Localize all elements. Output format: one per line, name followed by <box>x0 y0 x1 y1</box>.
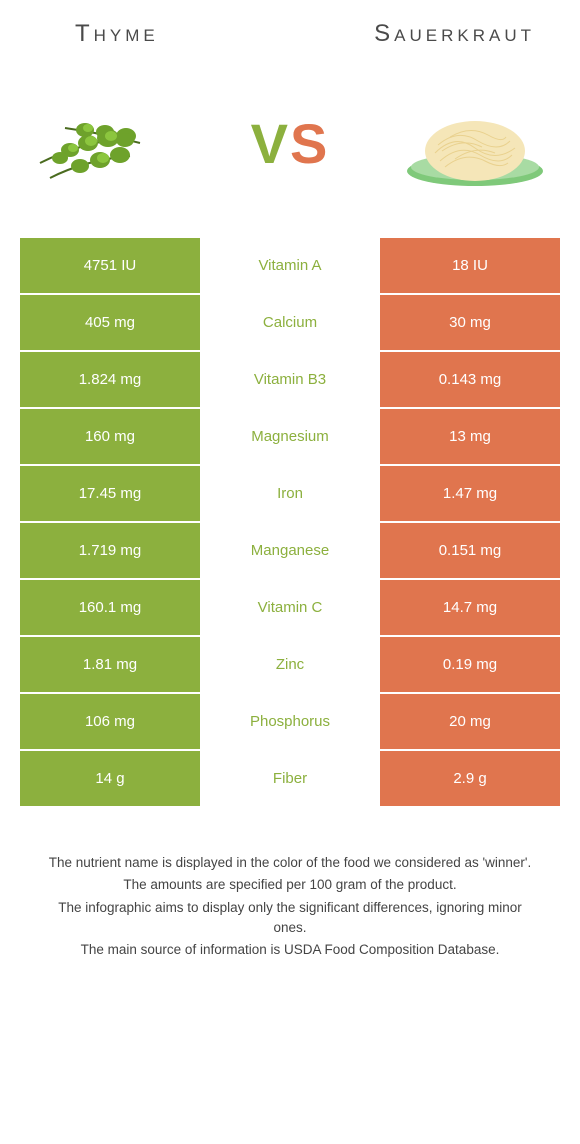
table-row: 1.81 mgZinc0.19 mg <box>20 637 560 694</box>
nutrient-left-value: 17.45 mg <box>20 466 200 521</box>
nutrient-right-value: 20 mg <box>380 694 560 749</box>
nutrient-name: Fiber <box>200 751 380 806</box>
vs-s: S <box>290 112 329 175</box>
food-right-title: Sauerkraut <box>374 20 535 48</box>
table-row: 4751 IUVitamin A18 IU <box>20 238 560 295</box>
nutrient-table: 4751 IUVitamin A18 IU405 mgCalcium30 mg1… <box>0 238 580 808</box>
vs-row: VS <box>0 58 580 238</box>
nutrient-left-value: 14 g <box>20 751 200 806</box>
table-row: 1.824 mgVitamin B30.143 mg <box>20 352 560 409</box>
food-left-title: Thyme <box>75 20 159 48</box>
nutrient-name: Phosphorus <box>200 694 380 749</box>
table-row: 106 mgPhosphorus20 mg <box>20 694 560 751</box>
table-row: 160 mgMagnesium13 mg <box>20 409 560 466</box>
nutrient-left-value: 160 mg <box>20 409 200 464</box>
nutrient-left-value: 1.824 mg <box>20 352 200 407</box>
nutrient-left-value: 106 mg <box>20 694 200 749</box>
table-row: 405 mgCalcium30 mg <box>20 295 560 352</box>
footer-line: The amounts are specified per 100 gram o… <box>40 875 540 895</box>
nutrient-left-value: 1.81 mg <box>20 637 200 692</box>
nutrient-right-value: 14.7 mg <box>380 580 560 635</box>
thyme-image <box>30 83 180 203</box>
nutrient-right-value: 0.151 mg <box>380 523 560 578</box>
nutrient-name: Vitamin A <box>200 238 380 293</box>
footer-line: The infographic aims to display only the… <box>40 898 540 939</box>
nutrient-right-value: 0.143 mg <box>380 352 560 407</box>
nutrient-right-value: 2.9 g <box>380 751 560 806</box>
table-row: 14 gFiber2.9 g <box>20 751 560 808</box>
nutrient-right-value: 0.19 mg <box>380 637 560 692</box>
table-row: 160.1 mgVitamin C14.7 mg <box>20 580 560 637</box>
nutrient-right-value: 18 IU <box>380 238 560 293</box>
nutrient-name: Calcium <box>200 295 380 350</box>
nutrient-name: Vitamin C <box>200 580 380 635</box>
table-row: 1.719 mgManganese0.151 mg <box>20 523 560 580</box>
nutrient-name: Vitamin B3 <box>200 352 380 407</box>
nutrient-left-value: 160.1 mg <box>20 580 200 635</box>
header: Thyme Sauerkraut <box>0 0 580 58</box>
nutrient-name: Magnesium <box>200 409 380 464</box>
table-row: 17.45 mgIron1.47 mg <box>20 466 560 523</box>
nutrient-right-value: 30 mg <box>380 295 560 350</box>
footer-line: The nutrient name is displayed in the co… <box>40 853 540 873</box>
footer-line: The main source of information is USDA F… <box>40 940 540 960</box>
nutrient-name: Iron <box>200 466 380 521</box>
vs-label: VS <box>251 111 330 176</box>
nutrient-name: Zinc <box>200 637 380 692</box>
footer-notes: The nutrient name is displayed in the co… <box>0 808 580 960</box>
nutrient-right-value: 1.47 mg <box>380 466 560 521</box>
nutrient-name: Manganese <box>200 523 380 578</box>
nutrient-left-value: 1.719 mg <box>20 523 200 578</box>
vs-v: V <box>251 112 290 175</box>
sauerkraut-image <box>400 83 550 203</box>
nutrient-left-value: 405 mg <box>20 295 200 350</box>
nutrient-left-value: 4751 IU <box>20 238 200 293</box>
nutrient-right-value: 13 mg <box>380 409 560 464</box>
